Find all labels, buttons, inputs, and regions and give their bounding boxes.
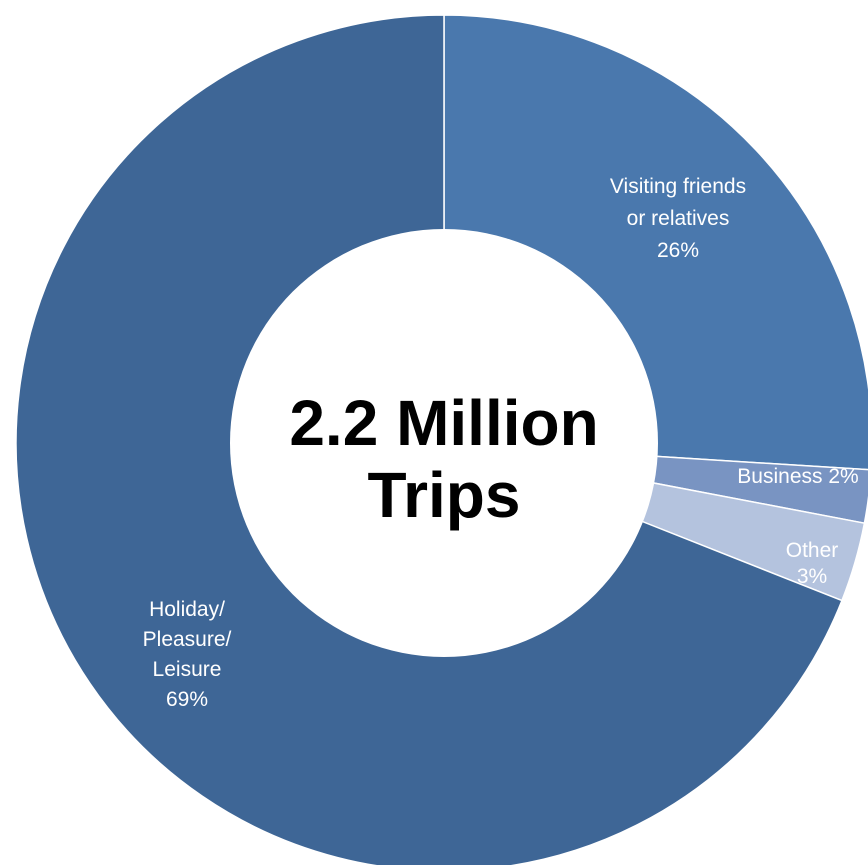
slice-label-visiting-friends-or-relatives: Visiting friends or relatives 26% <box>610 175 746 262</box>
center-label-line-2: Trips <box>368 459 521 531</box>
slice-label-line: Business 2% <box>737 465 858 488</box>
slice-label-line: Pleasure/ <box>143 628 232 651</box>
slice-label-line: or relatives <box>627 207 730 230</box>
slice-label-line: 26% <box>657 239 699 262</box>
slice-label-line: Holiday/ <box>149 598 225 621</box>
slice-label-holiday-pleasure-leisure: Holiday/Pleasure/Leisure 69% <box>143 598 232 711</box>
slice-label-line: 3% <box>797 565 827 588</box>
donut-hole <box>230 229 658 657</box>
chart-slice-labels: Visiting friends or relatives 26% Business … <box>143 175 859 711</box>
slice-label-other: Other 3% <box>786 539 839 588</box>
center-label-line-1: 2.2 Million <box>289 387 598 459</box>
slice-label-line: Other <box>786 539 839 562</box>
slice-label-line: 69% <box>166 688 208 711</box>
slice-label-line: Leisure <box>153 658 222 681</box>
slice-label-business: Business 2% <box>737 465 858 488</box>
slice-label-line: Visiting friends <box>610 175 746 198</box>
